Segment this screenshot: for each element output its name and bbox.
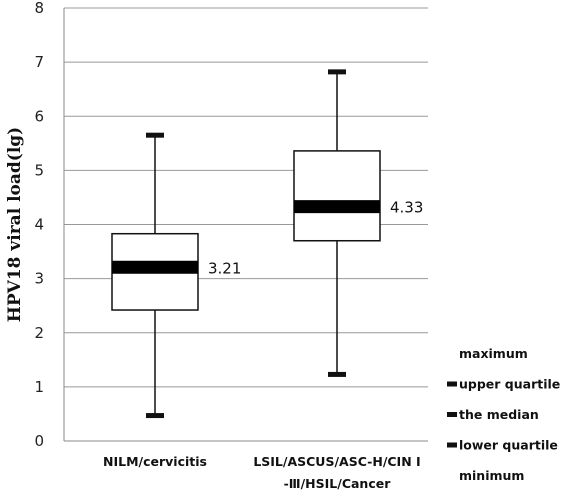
legend-item: maximum: [459, 346, 528, 361]
legend-item: upper quartile: [459, 377, 560, 392]
quartile-box: [293, 150, 381, 242]
y-tick-label: 5: [34, 161, 44, 179]
category-label: -Ⅲ/HSIL/Cancer: [284, 476, 392, 491]
y-tick-labels: 0 1 2 3 4 5 6 7 8: [34, 0, 44, 450]
x-category-labels: NILM/cervicitis LSIL/ASCUS/ASC-H/CIN Ⅰ -Ⅲ/…: [103, 454, 421, 491]
legend-swatch: [447, 442, 457, 448]
legend-item: the median: [459, 407, 539, 422]
median-label: 3.21: [208, 259, 241, 277]
median-bar: [294, 200, 380, 214]
category-label: NILM/cervicitis: [103, 454, 207, 469]
legend-item: lower quartile: [459, 438, 558, 453]
y-tick-label: 7: [34, 53, 44, 71]
box-group: 3.21: [111, 132, 241, 419]
legend: maximum upper quartile the median lower qua…: [447, 346, 560, 483]
category-label: LSIL/ASCUS/ASC-H/CIN Ⅰ: [253, 454, 420, 469]
y-tick-label: 3: [34, 270, 44, 288]
y-tick-label: 4: [34, 216, 44, 234]
y-tick-label: 6: [34, 107, 44, 125]
box-group: 4.33: [293, 69, 423, 377]
y-tick-label: 8: [34, 0, 44, 17]
y-tick-label: 2: [34, 324, 44, 342]
max-cap: [146, 132, 164, 138]
box-series: 3.21 4.33: [111, 69, 423, 419]
legend-swatch: [447, 381, 457, 387]
y-axis-label: HPV18 viral load(lg): [5, 127, 25, 322]
median-bar: [112, 260, 198, 274]
y-tick-label: 0: [34, 432, 44, 450]
legend-swatch: [447, 412, 457, 417]
legend-item: minimum: [459, 468, 524, 483]
median-label: 4.33: [390, 199, 423, 217]
max-cap: [328, 69, 346, 75]
y-tick-label: 1: [34, 378, 44, 396]
min-cap: [328, 371, 346, 377]
min-cap: [146, 413, 164, 419]
